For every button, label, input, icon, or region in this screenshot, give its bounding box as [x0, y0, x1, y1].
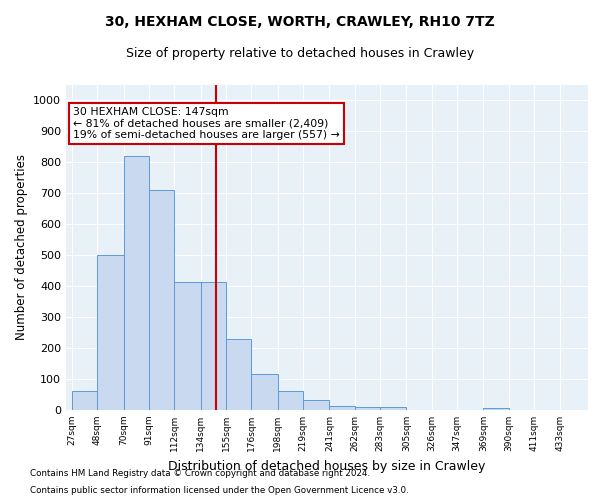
- Text: 30, HEXHAM CLOSE, WORTH, CRAWLEY, RH10 7TZ: 30, HEXHAM CLOSE, WORTH, CRAWLEY, RH10 7…: [105, 15, 495, 29]
- Bar: [355, 407, 380, 410]
- Bar: [201, 282, 226, 410]
- Text: Contains HM Land Registry data © Crown copyright and database right 2024.: Contains HM Land Registry data © Crown c…: [30, 468, 370, 477]
- Bar: [329, 406, 355, 410]
- Bar: [380, 407, 406, 410]
- Bar: [149, 190, 174, 410]
- Text: Contains public sector information licensed under the Open Government Licence v3: Contains public sector information licen…: [30, 486, 409, 495]
- Bar: [303, 400, 329, 410]
- Bar: [278, 392, 303, 410]
- Text: 30 HEXHAM CLOSE: 147sqm
← 81% of detached houses are smaller (2,409)
19% of semi: 30 HEXHAM CLOSE: 147sqm ← 81% of detache…: [73, 106, 340, 140]
- Bar: [174, 282, 201, 410]
- Bar: [484, 408, 509, 410]
- X-axis label: Distribution of detached houses by size in Crawley: Distribution of detached houses by size …: [169, 460, 485, 472]
- Bar: [72, 392, 97, 410]
- Bar: [124, 156, 149, 410]
- Bar: [97, 255, 124, 410]
- Bar: [251, 374, 278, 410]
- Y-axis label: Number of detached properties: Number of detached properties: [14, 154, 28, 340]
- Bar: [226, 339, 251, 410]
- Text: Size of property relative to detached houses in Crawley: Size of property relative to detached ho…: [126, 48, 474, 60]
